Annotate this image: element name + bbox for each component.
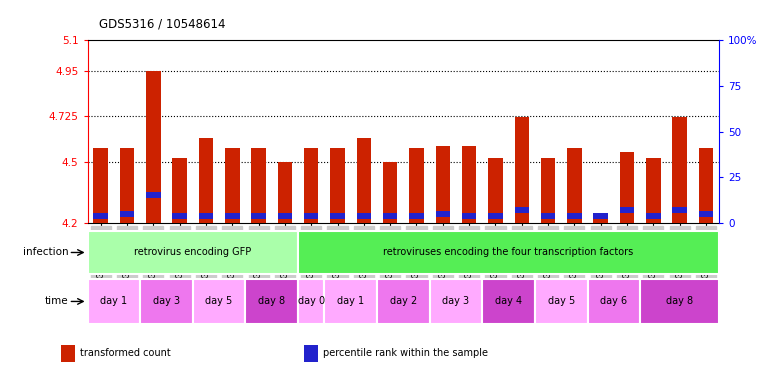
Bar [514,207,529,213]
Bar [298,231,719,274]
Text: day 4: day 4 [495,296,522,306]
Bar [251,213,266,218]
Bar [330,148,345,223]
Bar [94,148,108,223]
Text: day 8: day 8 [258,296,285,306]
Bar [646,213,661,218]
Bar [199,137,213,223]
Bar [199,213,213,218]
Bar [173,213,187,218]
Bar [119,210,134,217]
Bar [567,213,581,218]
Bar [330,213,345,218]
Bar [514,118,529,223]
Bar [304,148,318,223]
Bar [383,213,397,218]
Text: day 5: day 5 [548,296,575,306]
Text: GDS5316 / 10548614: GDS5316 / 10548614 [99,17,225,30]
Bar [619,152,634,223]
Bar [119,148,134,223]
Bar [587,279,640,324]
Bar [193,279,245,324]
Text: day 3: day 3 [153,296,180,306]
Bar [225,148,240,223]
Bar [173,158,187,223]
Text: day 2: day 2 [390,296,417,306]
Bar [409,213,424,218]
Text: day 6: day 6 [600,296,627,306]
Bar [646,158,661,223]
Text: percentile rank within the sample: percentile rank within the sample [323,348,489,358]
Bar [304,345,318,362]
Bar [61,345,75,362]
Bar [146,192,161,199]
Bar [225,213,240,218]
Bar [619,207,634,213]
Bar [357,213,371,218]
Bar [594,213,608,218]
Bar [541,158,556,223]
Bar [304,213,318,218]
Text: retroviruses encoding the four transcription factors: retroviruses encoding the four transcrip… [384,247,634,258]
Text: retrovirus encoding GFP: retrovirus encoding GFP [134,247,251,258]
Bar [699,210,713,217]
Bar [278,162,292,223]
Text: day 0: day 0 [298,296,325,306]
Bar [673,118,687,223]
Bar [535,279,587,324]
Bar [699,148,713,223]
Bar [324,279,377,324]
Bar [541,213,556,218]
Bar [430,279,482,324]
Bar [88,279,140,324]
Bar [462,213,476,218]
Bar [88,231,298,274]
Bar [435,146,450,223]
Text: day 5: day 5 [205,296,233,306]
Text: day 8: day 8 [666,296,693,306]
Bar [357,137,371,223]
Text: transformed count: transformed count [80,348,170,358]
Bar [462,146,476,223]
Bar [298,279,324,324]
Bar [640,279,719,324]
Text: day 3: day 3 [442,296,470,306]
Bar [482,279,535,324]
Text: day 1: day 1 [100,296,127,306]
Bar [377,279,430,324]
Bar [383,162,397,223]
Bar [567,148,581,223]
Bar [94,213,108,218]
Bar [146,71,161,223]
Bar [245,279,298,324]
Bar [435,210,450,217]
Text: day 1: day 1 [337,296,365,306]
Text: time: time [45,296,68,306]
Bar [140,279,193,324]
Text: infection: infection [23,247,68,258]
Bar [489,158,503,223]
Bar [594,217,608,223]
Bar [251,148,266,223]
Bar [673,207,687,213]
Bar [409,148,424,223]
Bar [278,213,292,218]
Bar [489,213,503,218]
